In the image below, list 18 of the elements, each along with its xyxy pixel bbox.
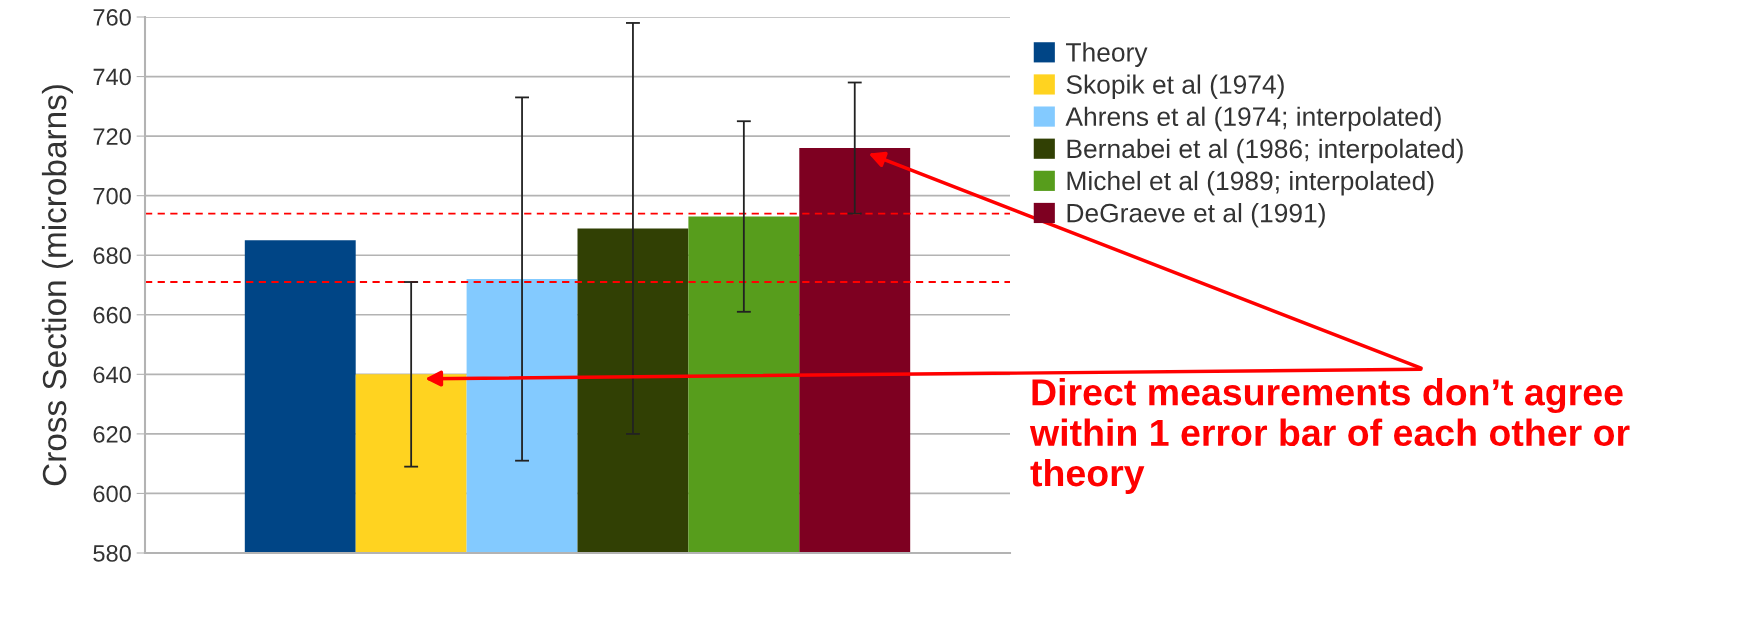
y-tick-label: 680	[93, 247, 131, 265]
y-tick-label: 580	[93, 545, 131, 562]
y-tick-label: 640	[93, 366, 131, 384]
y-tick-label: 760	[93, 9, 131, 26]
legend-label: Michel et al (1989; interpolated)	[1067, 170, 1434, 196]
legend-label: DeGraeve et al (1991)	[1067, 203, 1325, 228]
text: Direct measurements don’t agree within 1 error bar of each other or theory	[1029, 378, 1630, 494]
legend-label: Theory	[1066, 42, 1148, 67]
legend-label: Ahrens et al (1974; interpolated)	[1065, 106, 1441, 132]
y-tick-label: 600	[93, 485, 131, 503]
legend-label: Bernabei et al (1986; interpolated)	[1067, 138, 1463, 164]
y-tick-label: 720	[93, 128, 131, 145]
y-tick-label: 620	[93, 425, 131, 443]
y-axis-title: Cross Section (microbarns)	[41, 85, 73, 486]
y-tick-label: 660	[93, 306, 131, 324]
y-tick-label: 700	[93, 187, 131, 205]
legend-label: Skopik et al (1974)	[1066, 74, 1284, 100]
y-tick-label: 740	[93, 68, 131, 86]
